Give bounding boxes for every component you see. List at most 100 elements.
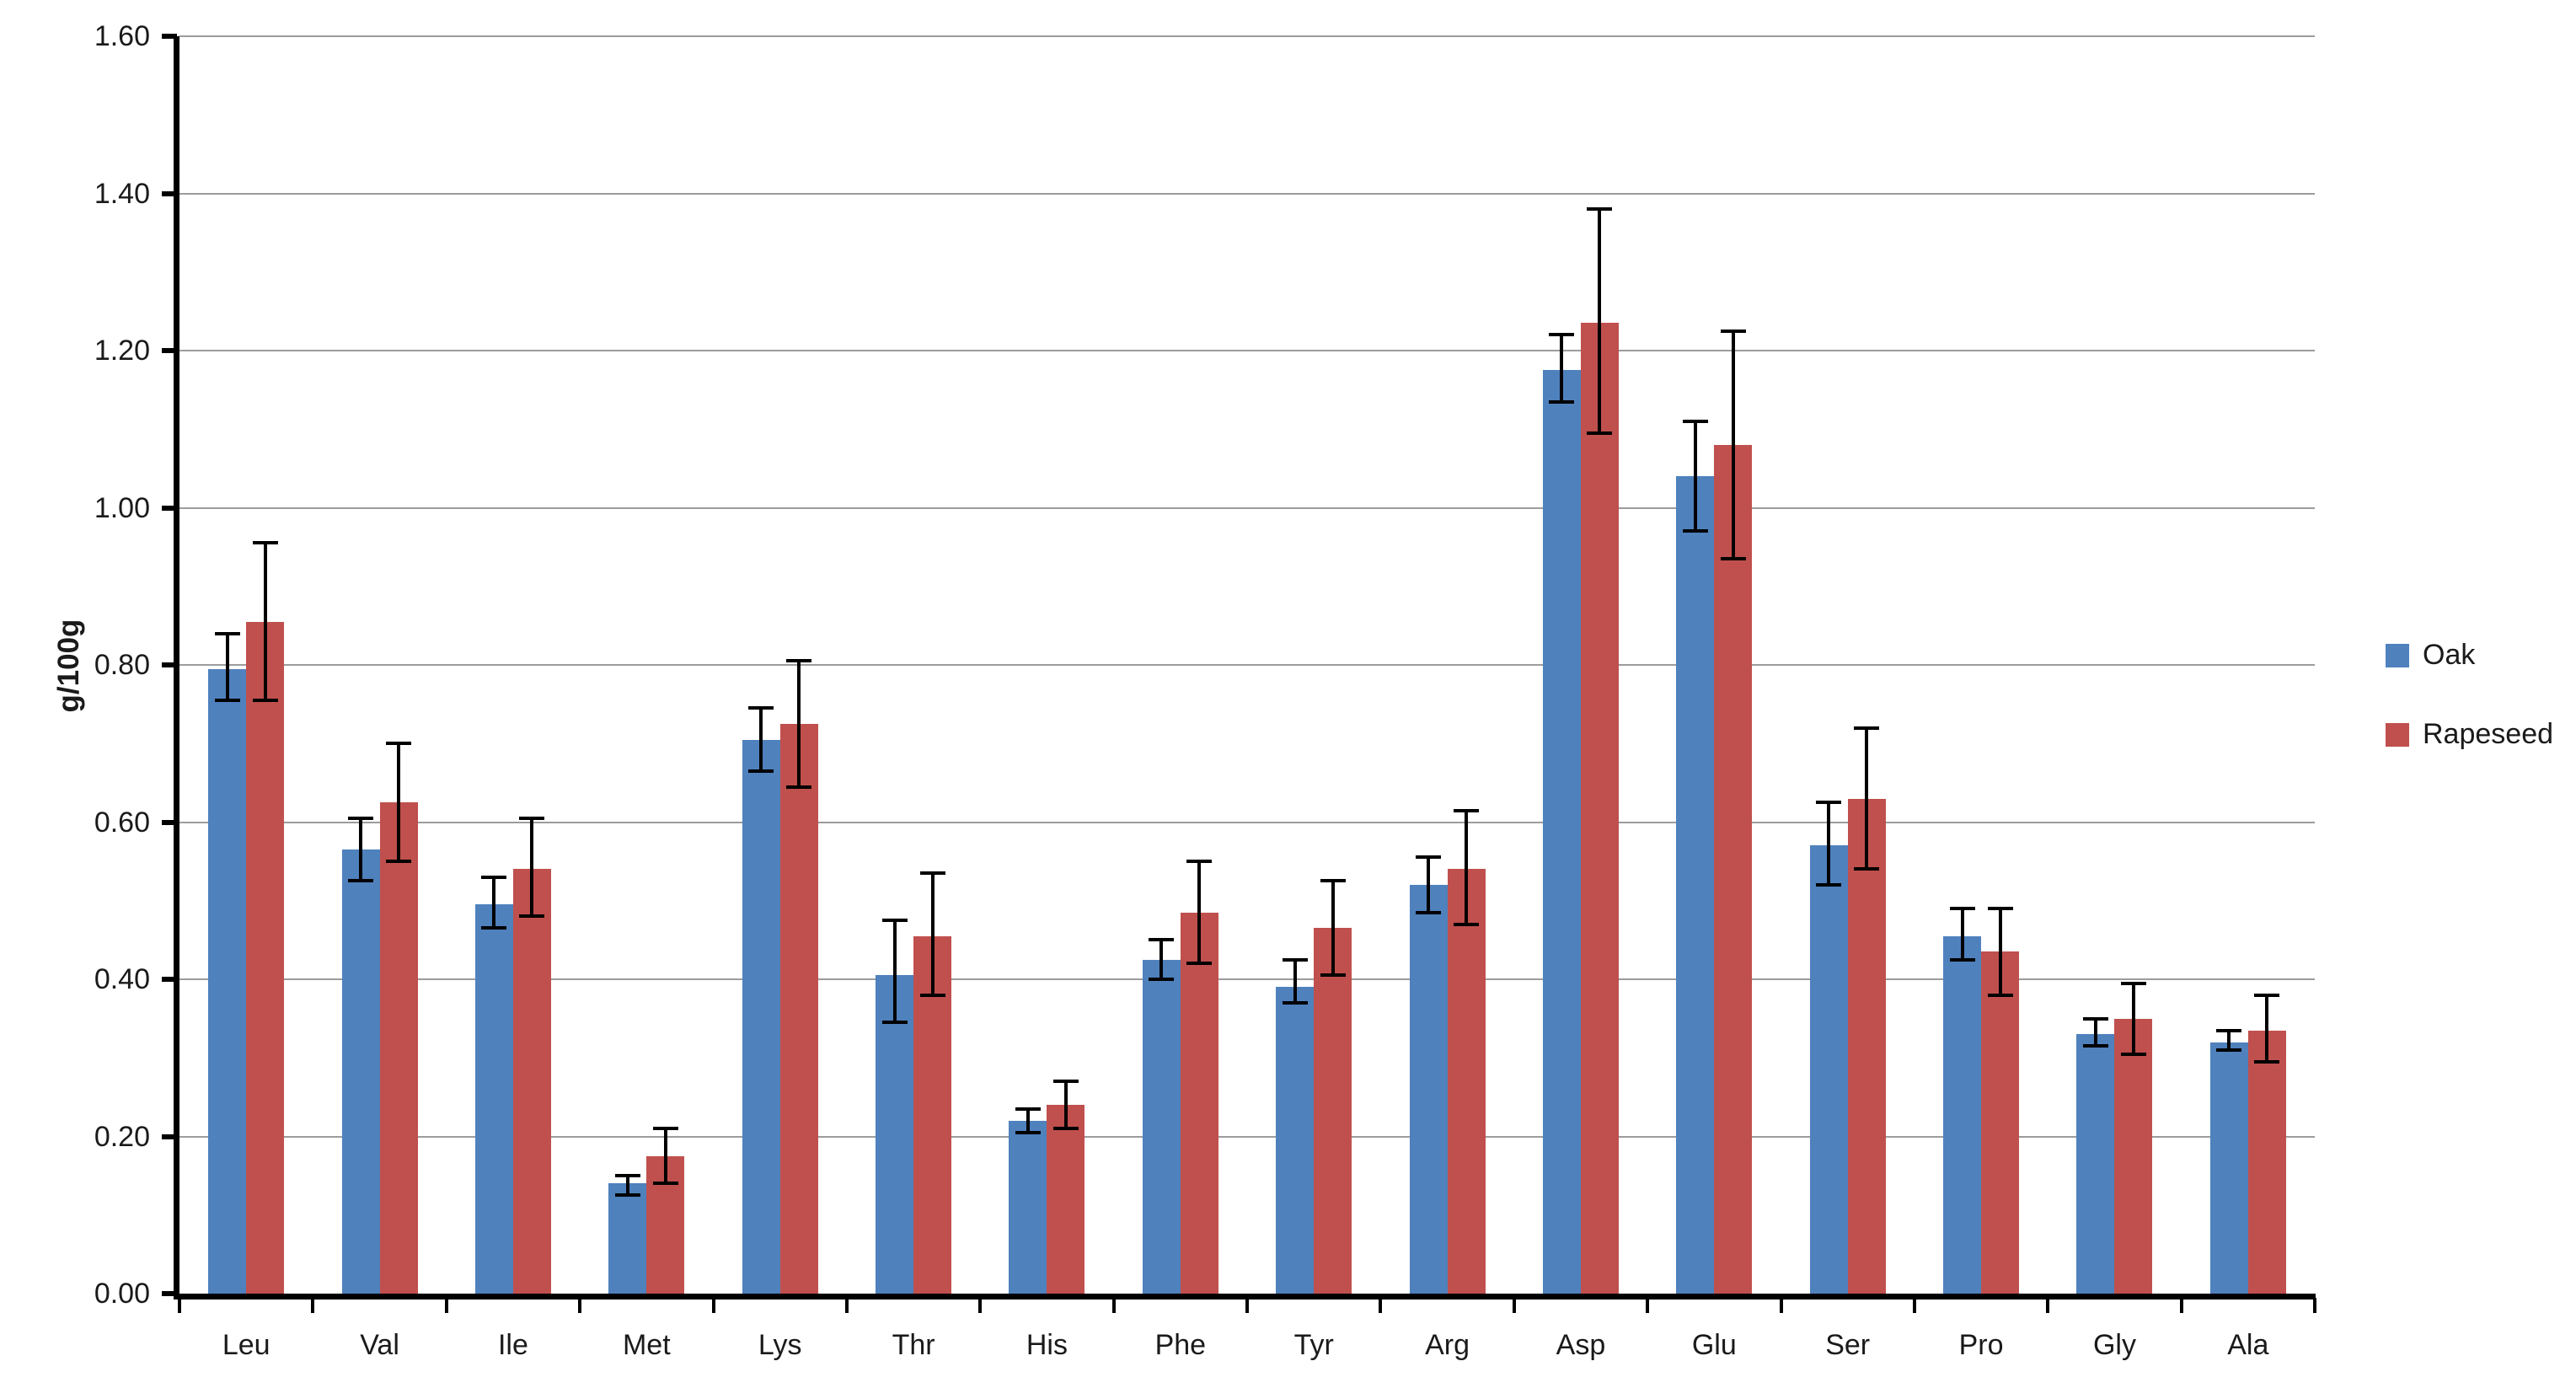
- bar-rapeseed-gly: [2114, 1018, 2153, 1294]
- y-tick-label-0.20: 0.20: [94, 1120, 150, 1153]
- y-tick-0.20: [162, 1133, 177, 1139]
- gridline-0.60: [179, 821, 2315, 823]
- x-tick-8: [1245, 1298, 1249, 1313]
- error-bar-oak-phe-cap-top: [1149, 938, 1175, 942]
- error-bar-oak-asp-cap-bottom: [1549, 399, 1575, 404]
- error-bar-rapeseed-arg-cap-top: [1454, 808, 1480, 812]
- error-bar-oak-ile: [492, 876, 496, 929]
- x-tick-12: [1779, 1298, 1783, 1313]
- x-tick-7: [1111, 1298, 1116, 1313]
- y-tick-0.40: [162, 977, 177, 982]
- error-bar-rapeseed-tyr-cap-bottom: [1320, 973, 1346, 978]
- x-tick-13: [1912, 1298, 1916, 1313]
- error-bar-rapeseed-leu-cap-bottom: [252, 698, 278, 702]
- error-bar-rapeseed-glu-cap-bottom: [1720, 557, 1746, 561]
- error-bar-oak-lys-cap-top: [748, 706, 774, 710]
- bar-oak-phe: [1142, 959, 1181, 1294]
- error-bar-rapeseed-ala-cap-top: [2254, 993, 2280, 997]
- bar-oak-val: [341, 849, 380, 1294]
- x-category-label-lys: Lys: [758, 1329, 802, 1361]
- y-tick-0.60: [162, 819, 177, 825]
- error-bar-oak-met-cap-bottom: [614, 1193, 640, 1198]
- error-bar-oak-leu: [225, 633, 229, 700]
- bar-oak-arg: [1409, 885, 1448, 1294]
- gridline-0.40: [179, 978, 2315, 980]
- error-bar-oak-ala-cap-bottom: [2216, 1048, 2242, 1052]
- error-bar-rapeseed-pro-cap-bottom: [1987, 993, 2013, 997]
- y-tick-1.40: [162, 190, 177, 196]
- error-bar-oak-arg: [1427, 857, 1431, 913]
- error-bar-oak-his: [1026, 1108, 1030, 1133]
- x-category-label-gly: Gly: [2092, 1329, 2136, 1361]
- error-bar-oak-asp-cap-top: [1549, 333, 1575, 337]
- legend-label-rapeseed: Rapeseed: [2423, 718, 2554, 750]
- error-bar-rapeseed-thr-cap-top: [919, 871, 945, 876]
- error-bar-rapeseed-gly: [2131, 983, 2135, 1054]
- x-category-label-tyr: Tyr: [1293, 1329, 1334, 1361]
- error-bar-oak-ser-cap-bottom: [1816, 883, 1842, 887]
- y-tick-label-0.60: 0.60: [94, 806, 150, 839]
- bar-rapeseed-val: [379, 802, 418, 1294]
- x-axis-line: [174, 1294, 2316, 1300]
- legend-item-oak: Oak: [2386, 639, 2553, 672]
- x-category-label-val: Val: [360, 1329, 399, 1361]
- error-bar-rapeseed-ala-cap-bottom: [2254, 1059, 2280, 1064]
- bar-oak-glu: [1676, 476, 1715, 1294]
- bar-oak-tyr: [1276, 987, 1315, 1294]
- y-tick-label-1.00: 1.00: [94, 491, 150, 524]
- bar-rapeseed-asp: [1580, 323, 1619, 1294]
- error-bar-rapeseed-tyr-cap-top: [1320, 879, 1346, 883]
- x-category-label-met: Met: [622, 1329, 671, 1361]
- error-bar-rapeseed-pro: [1998, 908, 2002, 995]
- error-bar-oak-ala-cap-top: [2216, 1028, 2242, 1032]
- error-bar-rapeseed-his-cap-top: [1052, 1080, 1079, 1084]
- error-bar-oak-arg-cap-top: [1416, 855, 1442, 860]
- error-bar-rapeseed-pro-cap-top: [1987, 907, 2013, 911]
- bar-rapeseed-ala: [2247, 1030, 2286, 1294]
- error-bar-oak-lys: [759, 708, 763, 771]
- error-bar-oak-leu-cap-top: [214, 631, 240, 635]
- x-tick-2: [444, 1298, 448, 1313]
- x-category-label-thr: Thr: [892, 1329, 935, 1361]
- y-axis-line: [174, 36, 179, 1300]
- error-bar-rapeseed-his-cap-bottom: [1052, 1127, 1079, 1131]
- x-tick-1: [311, 1298, 315, 1313]
- error-bar-rapeseed-thr-cap-bottom: [919, 993, 945, 997]
- y-tick-label-0.40: 0.40: [94, 963, 150, 995]
- y-tick-label-1.40: 1.40: [94, 177, 150, 210]
- bar-oak-ser: [1809, 845, 1848, 1294]
- x-tick-14: [2046, 1298, 2050, 1313]
- error-bar-rapeseed-asp-cap-bottom: [1587, 431, 1613, 435]
- error-bar-rapeseed-leu: [263, 543, 267, 700]
- x-tick-9: [1379, 1298, 1383, 1313]
- x-category-label-leu: Leu: [222, 1329, 270, 1361]
- error-bar-oak-glu-cap-top: [1682, 419, 1708, 423]
- error-bar-rapeseed-met-cap-bottom: [652, 1182, 678, 1186]
- x-category-label-ile: Ile: [497, 1329, 528, 1361]
- error-bar-rapeseed-ser: [1865, 727, 1869, 870]
- error-bar-oak-val-cap-bottom: [348, 879, 374, 883]
- x-tick-10: [1512, 1298, 1516, 1313]
- error-bar-oak-pro-cap-top: [1949, 907, 1975, 911]
- y-tick-0.80: [162, 662, 177, 667]
- bar-rapeseed-arg: [1447, 869, 1486, 1294]
- bar-rapeseed-tyr: [1314, 928, 1352, 1294]
- error-bar-oak-gly-cap-top: [2082, 1016, 2108, 1021]
- x-tick-6: [978, 1298, 983, 1313]
- error-bar-oak-met-cap-top: [614, 1174, 640, 1178]
- error-bar-rapeseed-met: [663, 1128, 667, 1184]
- error-bar-rapeseed-ser-cap-bottom: [1854, 867, 1880, 871]
- error-bar-rapeseed-ser-cap-top: [1854, 726, 1880, 730]
- error-bar-rapeseed-ile-cap-top: [519, 816, 545, 820]
- error-bar-rapeseed-phe-cap-top: [1186, 860, 1213, 864]
- error-bar-oak-ala: [2227, 1030, 2231, 1050]
- error-bar-rapeseed-gly-cap-bottom: [2120, 1052, 2146, 1056]
- error-bar-rapeseed-val: [397, 743, 401, 862]
- bar-rapeseed-ile: [512, 869, 551, 1294]
- error-bar-rapeseed-his: [1063, 1081, 1068, 1129]
- error-bar-rapeseed-ala: [2265, 994, 2269, 1062]
- x-category-label-phe: Phe: [1154, 1329, 1207, 1361]
- error-bar-oak-ser: [1827, 802, 1831, 886]
- legend: Oak Rapeseed: [2386, 639, 2553, 797]
- error-bar-rapeseed-ile-cap-bottom: [519, 914, 545, 919]
